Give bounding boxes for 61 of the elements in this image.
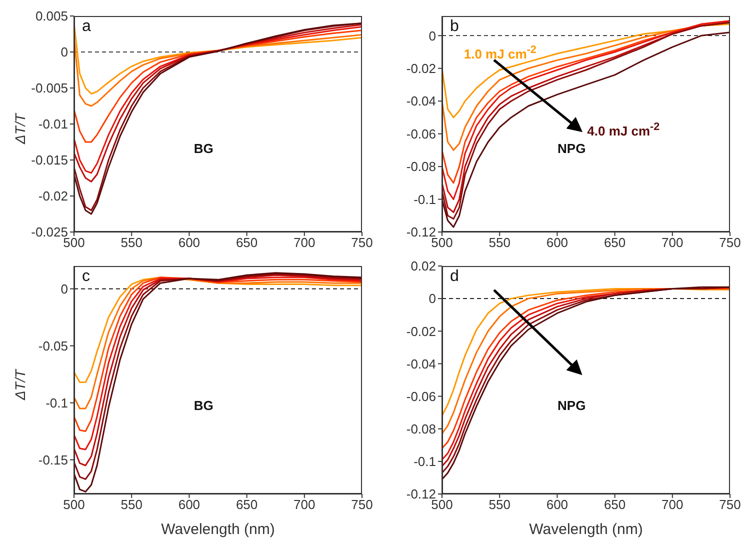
text: 4.0 mJ cm$^{-2}$ [587,120,660,138]
y-tick-label: -0.15 [38,452,68,468]
x-axis-title: Wavelength (nm) [529,521,643,538]
x-tick-label: 500 [431,497,453,512]
x-tick-label: 600 [178,235,200,250]
y-axis-title: ΔT/T [12,112,28,145]
y-axis-title: ΔT/T [12,368,28,401]
y-tick-label: -0.08 [406,159,436,174]
y-tick-label: -0.05 [38,338,68,354]
annotation: NPG [558,141,586,156]
x-tick-label: 650 [604,235,626,250]
x-tick-label: 750 [719,235,741,250]
y-tick-label: -0.1 [414,192,436,207]
x-tick-label: 700 [294,497,316,512]
y-tick-label: -0.02 [406,60,436,76]
x-tick-label: 700 [662,497,684,512]
y-tick-label: -0.1 [414,454,436,470]
annotation: c [82,268,90,286]
x-tick-label: 600 [546,235,568,250]
annotation: BG [194,141,214,156]
x-tick-label: 650 [604,497,626,512]
y-tick-label: -0.04 [406,356,436,372]
x-tick-label: 700 [294,235,316,250]
x-tick-label: 500 [63,235,85,250]
y-tick-label: -0.005 [31,80,68,96]
x-axis-title: Wavelength (nm) [161,521,275,538]
x-tick-label: 550 [120,497,142,512]
series-label: 1.0 mJ cm$^{-2}$ [464,44,536,62]
annotation: b [450,18,459,36]
y-tick-label: -0.02 [38,188,68,204]
x-tick-label: 600 [178,497,200,512]
y-tick-label: 0 [60,44,68,60]
x-tick-label: 550 [488,235,510,250]
y-tick-label: -0.06 [406,388,436,404]
x-tick-label: 750 [351,497,373,512]
annotation: BG [194,398,214,414]
x-tick-label: 500 [63,497,85,512]
x-tick-label: 500 [431,235,453,250]
y-tick-label: -0.08 [406,421,436,436]
x-tick-label: 650 [236,497,258,512]
x-tick-label: 650 [236,235,258,250]
x-tick-label: 600 [546,497,568,512]
x-tick-label: 550 [120,235,142,250]
x-tick-label: 700 [662,235,684,250]
y-tick-label: 0 [428,291,436,306]
y-tick-label: -0.04 [406,94,436,109]
y-tick-label: -0.01 [38,116,68,132]
y-tick-label: 0 [60,281,68,296]
annotation: d [450,268,459,286]
y-tick-label: -0.02 [406,324,436,339]
y-tick-label: -0.015 [31,152,68,168]
y-tick-label: 0.005 [35,8,68,24]
y-tick-label: 0.02 [410,258,436,274]
x-tick-label: 550 [488,497,510,512]
y-tick-label: -0.06 [406,126,436,142]
annotation: a [82,18,91,36]
y-tick-label: -0.1 [46,395,68,410]
x-tick-label: 750 [351,235,373,250]
annotation: NPG [558,398,586,414]
x-tick-label: 750 [719,497,741,512]
y-tick-label: 0 [428,28,436,44]
